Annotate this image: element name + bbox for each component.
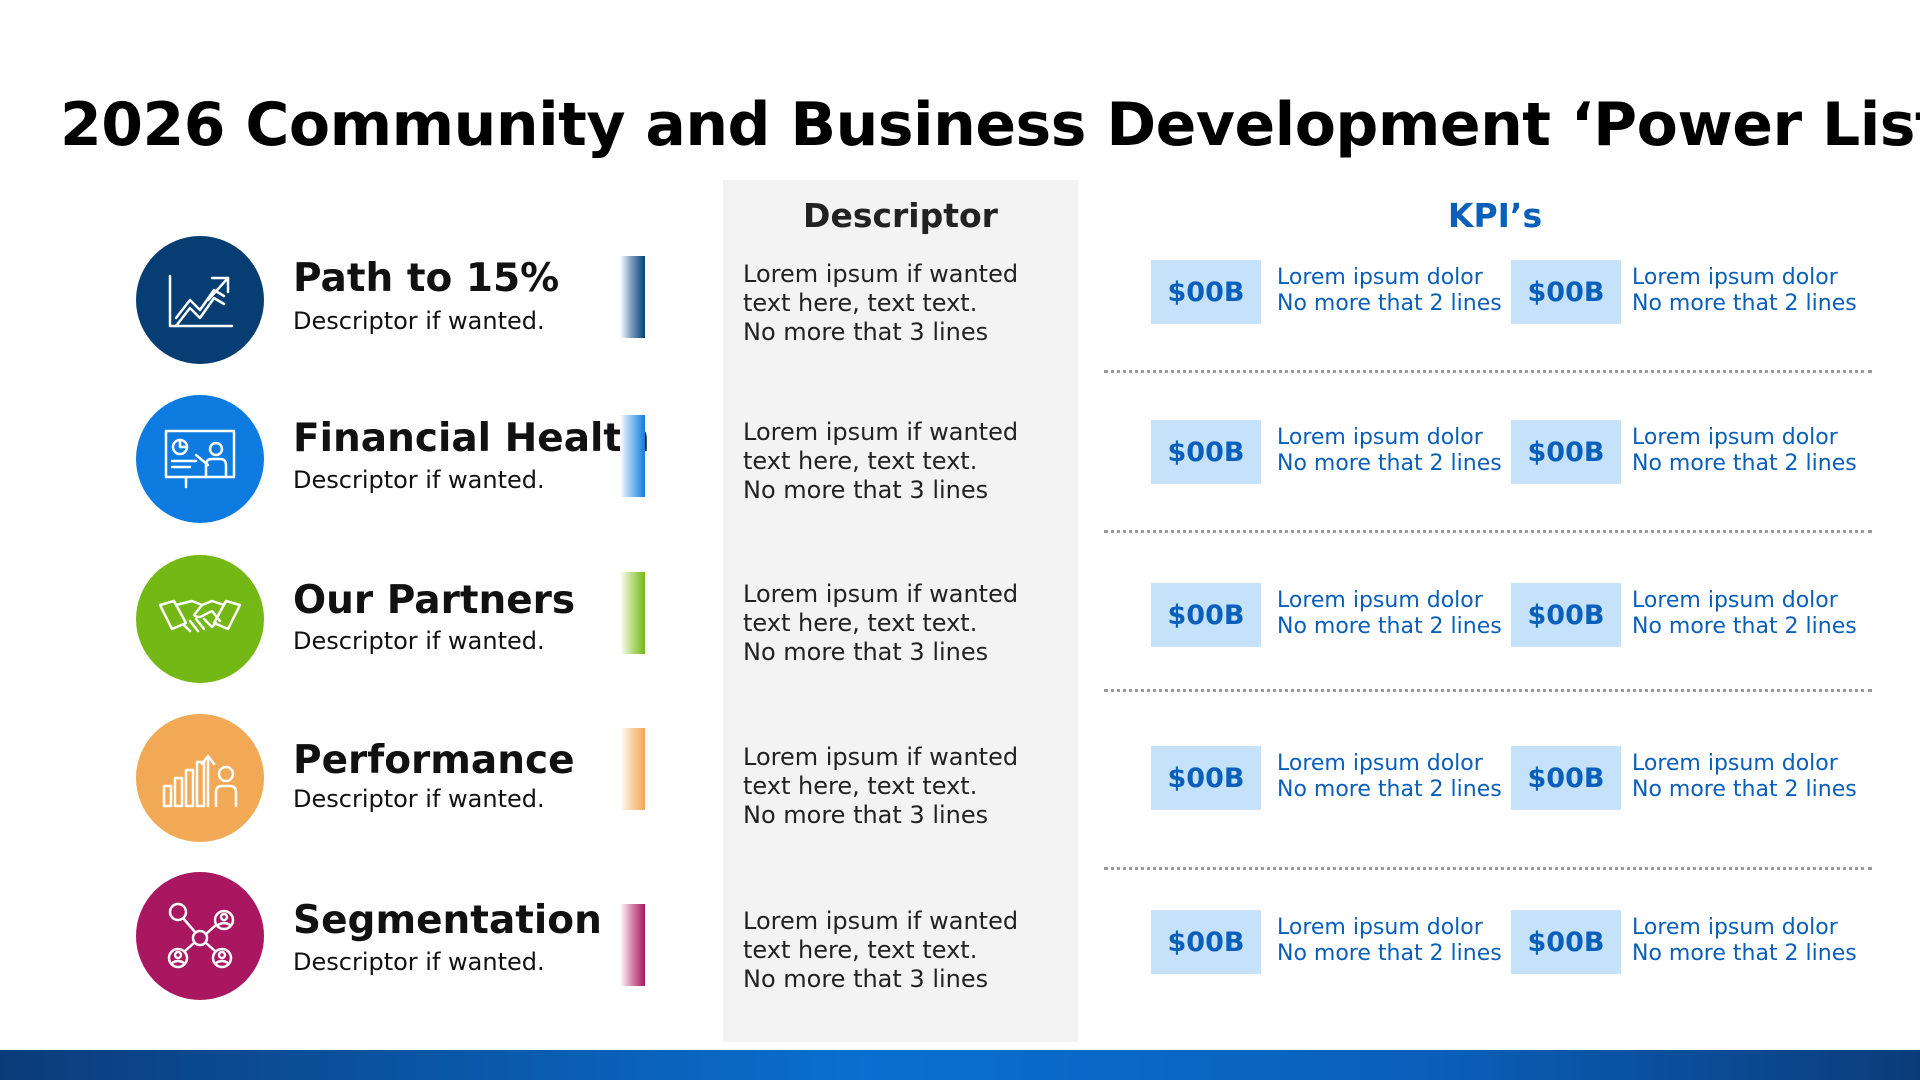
kpi-label: Lorem ipsum dolor No more that 2 lines: [1632, 915, 1857, 966]
row-subtitle: Descriptor if wanted.: [293, 466, 545, 494]
row-subtitle: Descriptor if wanted.: [293, 307, 545, 335]
descriptor-panel: [723, 180, 1078, 1042]
kpi-column-header: KPI’s: [1447, 196, 1543, 235]
trend-chart-icon: [136, 236, 264, 364]
accent-bar: [620, 728, 645, 810]
row-descriptor: Lorem ipsum if wanted text here, text te…: [743, 260, 1073, 347]
page-title: 2026 Community and Business Development …: [60, 90, 1920, 160]
kpi-value: $00B: [1511, 260, 1621, 324]
descriptor-line: No more that 3 lines: [743, 801, 989, 829]
list-item-financial-health: Financial Health Descriptor if wanted. L…: [0, 390, 1920, 530]
row-descriptor: Lorem ipsum if wanted text here, text te…: [743, 907, 1073, 994]
descriptor-line: No more that 3 lines: [743, 318, 989, 346]
list-item-our-partners: Our Partners Descriptor if wanted. Lorem…: [0, 550, 1920, 690]
row-descriptor: Lorem ipsum if wanted text here, text te…: [743, 580, 1073, 667]
kpi-value: $00B: [1151, 583, 1261, 647]
accent-bar: [620, 904, 645, 986]
list-item-performance: Performance Descriptor if wanted. Lorem …: [0, 710, 1920, 850]
row-descriptor: Lorem ipsum if wanted text here, text te…: [743, 418, 1073, 505]
kpi-label: Lorem ipsum dolor No more that 2 lines: [1632, 265, 1857, 316]
row-subtitle: Descriptor if wanted.: [293, 627, 545, 655]
accent-bar: [620, 572, 645, 654]
row-title: Segmentation: [293, 898, 602, 943]
row-divider: [1104, 530, 1872, 533]
descriptor-line: text here, text text.: [743, 772, 978, 800]
descriptor-line: text here, text text.: [743, 289, 978, 317]
row-divider: [1104, 370, 1872, 373]
descriptor-line: No more that 3 lines: [743, 638, 989, 666]
kpi-label: Lorem ipsum dolor No more that 2 lines: [1632, 751, 1857, 802]
descriptor-line: No more that 3 lines: [743, 476, 989, 504]
kpi-label: Lorem ipsum dolor No more that 2 lines: [1632, 425, 1857, 476]
descriptor-line: Lorem ipsum if wanted: [743, 743, 1019, 771]
presentation-icon: [136, 395, 264, 523]
descriptor-line: Lorem ipsum if wanted: [743, 418, 1019, 446]
kpi-value: $00B: [1151, 746, 1261, 810]
list-item-segmentation: Segmentation Descriptor if wanted. Lorem…: [0, 870, 1920, 1010]
kpi-value: $00B: [1511, 746, 1621, 810]
accent-bar: [620, 415, 645, 497]
descriptor-line: Lorem ipsum if wanted: [743, 907, 1019, 935]
row-descriptor: Lorem ipsum if wanted text here, text te…: [743, 743, 1073, 830]
kpi-label: Lorem ipsum dolor No more that 2 lines: [1277, 425, 1502, 476]
kpi-value: $00B: [1151, 910, 1261, 974]
row-divider: [1104, 867, 1872, 870]
row-divider: [1104, 689, 1872, 692]
accent-bar: [620, 256, 645, 338]
kpi-value: $00B: [1511, 910, 1621, 974]
kpi-value: $00B: [1151, 260, 1261, 324]
row-subtitle: Descriptor if wanted.: [293, 785, 545, 813]
row-title: Financial Health: [293, 416, 650, 461]
kpi-label: Lorem ipsum dolor No more that 2 lines: [1277, 915, 1502, 966]
growth-bars-person-icon: [136, 714, 264, 842]
descriptor-line: Lorem ipsum if wanted: [743, 260, 1019, 288]
list-item-path-to-15: Path to 15% Descriptor if wanted. Lorem …: [0, 230, 1920, 370]
kpi-value: $00B: [1511, 583, 1621, 647]
row-subtitle: Descriptor if wanted.: [293, 948, 545, 976]
kpi-label: Lorem ipsum dolor No more that 2 lines: [1277, 588, 1502, 639]
network-people-icon: [136, 872, 264, 1000]
kpi-label: Lorem ipsum dolor No more that 2 lines: [1632, 588, 1857, 639]
row-title: Performance: [293, 738, 575, 783]
footer-gradient-bar: [0, 1050, 1920, 1080]
descriptor-column-header: Descriptor: [803, 196, 998, 235]
row-title: Our Partners: [293, 578, 576, 623]
kpi-label: Lorem ipsum dolor No more that 2 lines: [1277, 265, 1502, 316]
kpi-value: $00B: [1511, 420, 1621, 484]
descriptor-line: Lorem ipsum if wanted: [743, 580, 1019, 608]
descriptor-line: No more that 3 lines: [743, 965, 989, 993]
descriptor-line: text here, text text.: [743, 609, 978, 637]
descriptor-line: text here, text text.: [743, 936, 978, 964]
descriptor-line: text here, text text.: [743, 447, 978, 475]
kpi-label: Lorem ipsum dolor No more that 2 lines: [1277, 751, 1502, 802]
row-title: Path to 15%: [293, 256, 560, 301]
handshake-icon: [136, 555, 264, 683]
kpi-value: $00B: [1151, 420, 1261, 484]
